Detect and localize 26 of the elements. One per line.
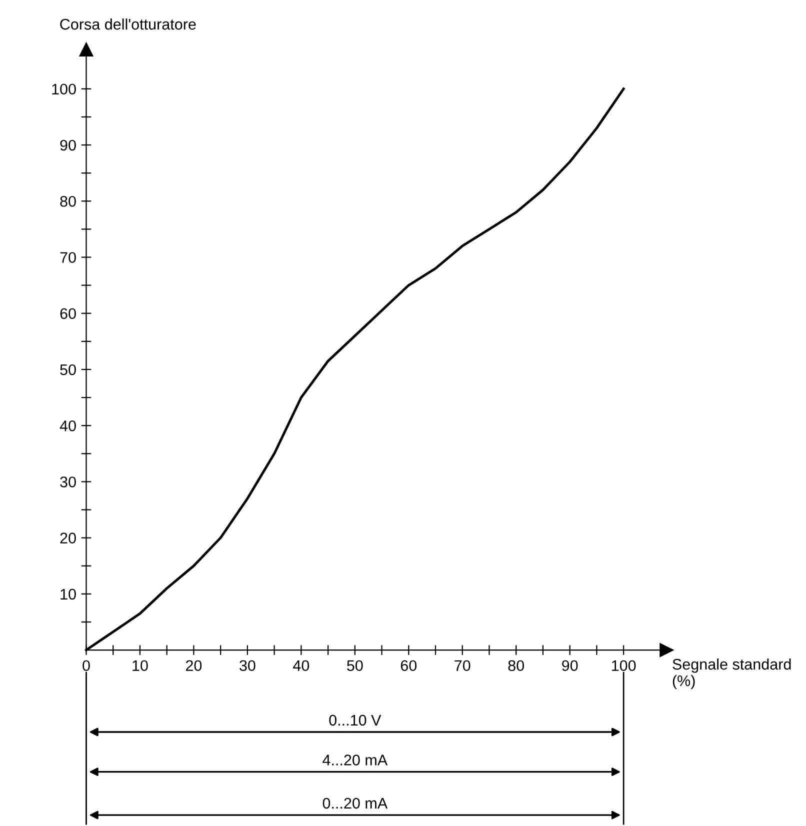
- y-tick-label: 50: [60, 364, 76, 376]
- text: 0...20 mA: [322, 798, 388, 809]
- x-tick-label: 60: [400, 660, 417, 672]
- y-tick-label: 40: [60, 420, 76, 432]
- x-tick-label: 40: [293, 660, 310, 672]
- y-tick-label: 80: [60, 196, 76, 207]
- text: 0...10 V: [329, 714, 382, 726]
- y-axis-title: Corsa dell'otturatore: [60, 18, 196, 30]
- x-tick-label: 10: [132, 660, 148, 672]
- x-tick-label: 30: [240, 660, 256, 672]
- x-tick-label: 100: [612, 660, 636, 672]
- x-tick-label: 70: [454, 660, 470, 672]
- text: 4...20 mA: [322, 754, 388, 766]
- x-tick-label: 80: [508, 660, 524, 672]
- y-tick-label: 100: [52, 84, 76, 95]
- x-tick-label: 50: [347, 660, 363, 672]
- y-tick-label: 30: [60, 476, 76, 488]
- y-tick-label: 20: [60, 532, 76, 544]
- x-tick-label: 0: [82, 660, 90, 672]
- y-tick-label: 10: [60, 588, 76, 600]
- y-tick-label: 70: [60, 252, 76, 263]
- x-tick-label: 20: [186, 660, 202, 672]
- y-tick-label: 90: [60, 140, 76, 151]
- x-axis-title: Segnale standard (%): [672, 658, 791, 690]
- y-tick-label: 60: [60, 308, 76, 320]
- x-tick-label: 90: [562, 660, 578, 672]
